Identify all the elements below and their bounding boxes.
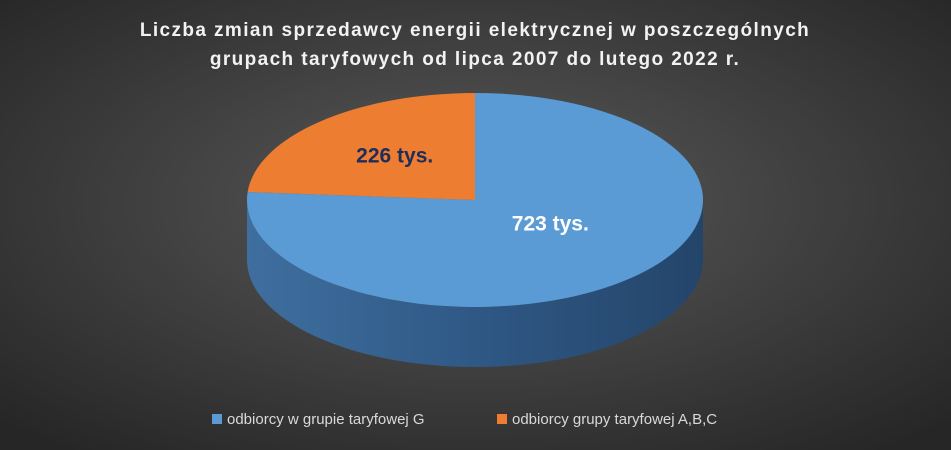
- legend-label: odbiorcy w grupie taryfowej G: [227, 411, 425, 428]
- legend-marker: [497, 414, 507, 424]
- legend-marker: [212, 414, 222, 424]
- chart-title: grupach taryfowych od lipca 2007 do lute…: [210, 49, 740, 70]
- slice: [247, 93, 704, 308]
- value-label: 226 tys.: [356, 144, 433, 167]
- value-label: 723 tys.: [512, 213, 589, 236]
- legend-label: odbiorcy grupy taryfowej A,B,C: [512, 411, 717, 428]
- slice-side: [247, 200, 703, 367]
- chart-title: Liczba zmian sprzedawcy energii elektryc…: [140, 20, 810, 41]
- slice: [247, 93, 475, 200]
